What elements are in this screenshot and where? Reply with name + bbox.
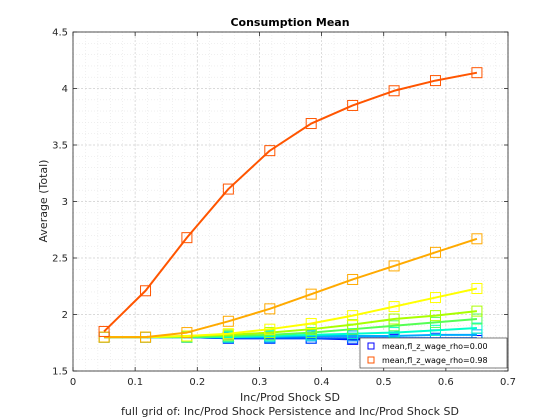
data-point-marker bbox=[429, 75, 441, 87]
data-point-marker bbox=[347, 99, 359, 111]
series-line bbox=[104, 287, 478, 339]
data-point-marker bbox=[429, 292, 441, 304]
data-point-marker bbox=[388, 85, 400, 97]
figure-caption: full grid of: Inc/Prod Shock Persistence… bbox=[121, 405, 459, 418]
y-tick-label: 2 bbox=[62, 310, 68, 321]
data-point-marker bbox=[305, 118, 317, 130]
data-point-marker bbox=[222, 328, 234, 340]
data-point-marker bbox=[471, 283, 483, 295]
data-point-marker bbox=[222, 315, 234, 327]
x-tick-label: 0 bbox=[70, 377, 76, 388]
y-tick-label: 4.5 bbox=[52, 28, 68, 39]
data-point-marker bbox=[471, 313, 483, 325]
legend-label: mean,fl_z_wage_rho=0.98 bbox=[382, 356, 488, 365]
y-tick-label: 2.5 bbox=[52, 254, 68, 265]
data-point-marker bbox=[429, 246, 441, 258]
data-point-marker bbox=[347, 319, 359, 331]
data-point-marker bbox=[347, 273, 359, 285]
legend-box bbox=[359, 337, 508, 369]
data-point-marker bbox=[305, 318, 317, 330]
data-point-marker bbox=[264, 145, 276, 157]
x-tick-label: 0.2 bbox=[189, 377, 205, 388]
data-point-marker bbox=[264, 323, 276, 335]
series-6 bbox=[98, 283, 483, 343]
legend[interactable]: mean,fl_z_wage_rho=0.00 mean,fl_z_wage_rh… bbox=[359, 337, 508, 369]
data-point-marker bbox=[471, 233, 483, 245]
series-7 bbox=[98, 233, 483, 343]
data-point-marker bbox=[347, 310, 359, 322]
data-point-marker bbox=[140, 285, 152, 297]
data-point-marker bbox=[181, 327, 193, 339]
series-line bbox=[104, 237, 478, 339]
legend-label: mean,fl_z_wage_rho=0.00 bbox=[382, 342, 488, 351]
data-point-marker bbox=[305, 288, 317, 300]
y-tick-label: 3.5 bbox=[52, 141, 68, 152]
series-8 bbox=[98, 67, 483, 337]
data-point-marker bbox=[388, 320, 400, 332]
y-axis-label: Average (Total) bbox=[37, 160, 50, 243]
legend-marker bbox=[367, 356, 375, 364]
data-point-marker bbox=[429, 316, 441, 328]
x-axis-label: Inc/Prod Shock SD bbox=[240, 391, 340, 404]
legend-entry[interactable]: mean,fl_z_wage_rho=0.98 bbox=[367, 356, 488, 365]
x-tick-label: 0.6 bbox=[438, 377, 454, 388]
x-tick-label: 0.1 bbox=[127, 377, 143, 388]
data-point-marker bbox=[222, 183, 234, 195]
x-tick-label: 0.5 bbox=[376, 377, 392, 388]
data-point-marker bbox=[429, 310, 441, 322]
data-point-marker bbox=[140, 331, 152, 343]
data-point-marker bbox=[98, 331, 110, 343]
data-point-marker bbox=[264, 303, 276, 315]
chart-title: Consumption Mean bbox=[230, 16, 349, 29]
data-point-marker bbox=[98, 325, 110, 337]
x-tick-label: 0.3 bbox=[251, 377, 267, 388]
data-point-marker bbox=[471, 322, 483, 334]
data-point-marker bbox=[471, 67, 483, 79]
data-point-marker bbox=[471, 305, 483, 317]
y-tick-label: 1.5 bbox=[52, 367, 68, 378]
data-point-marker bbox=[388, 301, 400, 313]
legend-entry[interactable]: mean,fl_z_wage_rho=0.00 bbox=[367, 342, 488, 351]
x-tick-label: 0.7 bbox=[500, 377, 516, 388]
series-line bbox=[103, 71, 478, 333]
data-series bbox=[98, 67, 483, 346]
y-tick-label: 3 bbox=[62, 197, 68, 208]
y-tick-label: 4 bbox=[62, 84, 68, 95]
axis-ticks: 0 0.1 0.2 0.3 0.4 0.5 0.6 0.7 1.5 2 2.5 3 3.5 4 4.5 bbox=[52, 28, 516, 389]
data-point-marker bbox=[388, 327, 400, 339]
data-point-marker bbox=[181, 232, 193, 244]
data-point-marker bbox=[429, 324, 441, 336]
data-point-marker bbox=[388, 313, 400, 325]
data-point-marker bbox=[388, 260, 400, 272]
x-tick-label: 0.4 bbox=[314, 377, 330, 388]
legend-marker bbox=[367, 342, 375, 350]
